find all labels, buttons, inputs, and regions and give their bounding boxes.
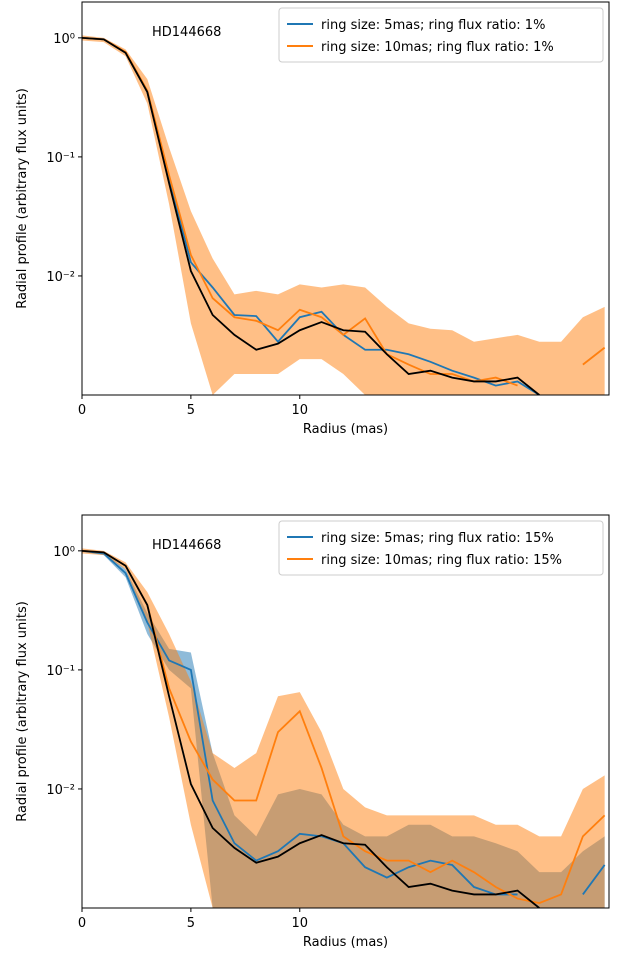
- legend-box: [278, 520, 604, 576]
- legend-label: ring size: 5mas; ring flux ratio: 15%: [321, 531, 554, 546]
- series-line: [82, 549, 540, 908]
- plot-area: [82, 548, 606, 908]
- series-line: [82, 549, 606, 905]
- y-axis-label: Radial profile (arbitrary flux units): [15, 601, 30, 822]
- legend-label: ring size: 5mas; ring flux ratio: 1%: [321, 18, 545, 33]
- plot-area: [82, 35, 605, 395]
- subplot: 0 5 10 10⁰ 10⁻¹ 10⁻² Radius (mas) Radial profil…: [15, 1, 610, 437]
- series-line: [82, 36, 540, 395]
- x-tick-label: 10: [291, 403, 308, 418]
- y-tick-label: 10⁻²: [46, 783, 75, 798]
- y-tick-label: 10⁻¹: [46, 664, 75, 679]
- subplot: 0 5 10 10⁰ 10⁻¹ 10⁻² Radius (mas) Radial profil…: [15, 514, 610, 950]
- x-tick-label: 0: [78, 916, 86, 931]
- axes-frame: [81, 1, 610, 396]
- annotation: HD144668: [152, 538, 221, 553]
- y-tick-label: 10⁰: [53, 32, 75, 47]
- x-axis-label: Radius (mas): [303, 935, 388, 950]
- x-tick-label: 5: [187, 403, 195, 418]
- y-axis-label: Radial profile (arbitrary flux units): [15, 88, 30, 309]
- y-tick-label: 10⁻¹: [46, 151, 75, 166]
- x-tick-label: 10: [291, 916, 308, 931]
- error-band: [82, 548, 605, 908]
- error-band: [82, 35, 605, 395]
- x-tick-label: 5: [187, 916, 195, 931]
- axes-frame: [81, 514, 610, 909]
- y-tick-label: 10⁰: [53, 545, 75, 560]
- legend-box: [278, 7, 604, 63]
- legend-label: ring size: 10mas; ring flux ratio: 15%: [321, 553, 562, 568]
- legend-label: ring size: 10mas; ring flux ratio: 1%: [321, 40, 554, 55]
- annotation: HD144668: [152, 25, 221, 40]
- y-tick-label: 10⁻²: [46, 270, 75, 285]
- x-axis-label: Radius (mas): [303, 422, 388, 437]
- x-tick-label: 0: [78, 403, 86, 418]
